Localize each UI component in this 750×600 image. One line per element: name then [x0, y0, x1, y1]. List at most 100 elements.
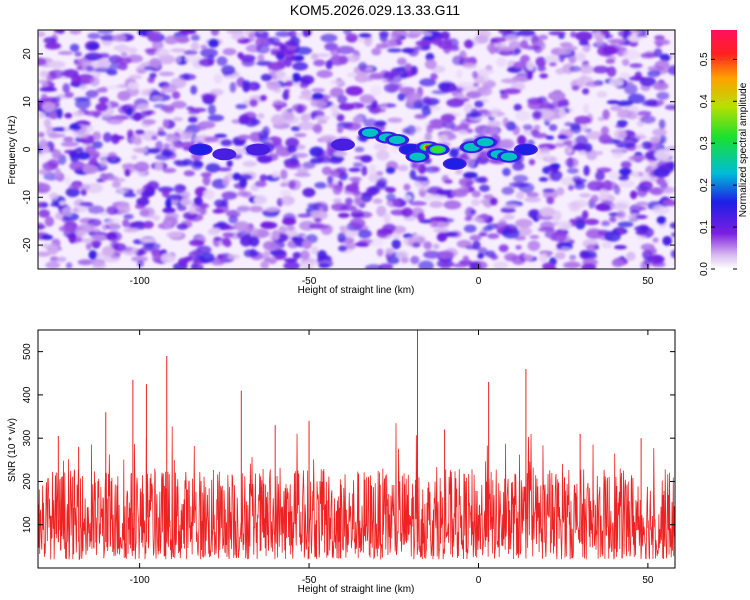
- heatmap-cell: [542, 188, 555, 193]
- heatmap-cell: [654, 149, 672, 161]
- heatmap-cell: [376, 205, 387, 217]
- heatmap-cell: [208, 38, 220, 48]
- heatmap-cell: [418, 260, 434, 269]
- heatmap-cell: [387, 117, 403, 123]
- heatmap-cell: [421, 105, 432, 116]
- heatmap-cell: [69, 161, 86, 171]
- heatmap-cell: [63, 136, 74, 142]
- heatmap-cell: [79, 183, 91, 191]
- heatmap-cell: [214, 199, 226, 208]
- heatmap-hotspot: [212, 148, 237, 161]
- heatmap-cell: [200, 172, 212, 178]
- heatmap-cell: [85, 145, 96, 155]
- heatmap-cell: [198, 58, 215, 67]
- heatmap-cell: [190, 159, 203, 171]
- heatmap-cell: [403, 183, 411, 191]
- snr-peaks: [57, 330, 642, 543]
- heatmap-cell: [299, 220, 316, 231]
- heatmap-cell: [270, 114, 286, 126]
- heatmap-cell: [291, 72, 301, 83]
- heatmap-cell: [657, 99, 665, 106]
- heatmap-cell: [399, 72, 409, 79]
- heatmap-cell: [472, 70, 479, 79]
- heatmap-cell: [85, 90, 99, 98]
- heatmap-cell: [68, 232, 77, 244]
- heatmap-cell: [634, 225, 650, 232]
- heatmap-cell: [195, 126, 207, 131]
- heatmap-cell: [74, 51, 82, 57]
- heatmap-cell: [409, 169, 417, 180]
- heatmap-cell: [414, 45, 431, 51]
- heatmap-cell: [227, 254, 241, 260]
- heatmap-cell: [62, 83, 70, 94]
- heatmap-cell: [271, 171, 280, 178]
- heatmap-cell: [654, 35, 665, 41]
- colorbar-gradient: [711, 30, 737, 269]
- heatmap-cell: [406, 125, 416, 136]
- heatmap-cell: [288, 180, 296, 190]
- heatmap-cell: [520, 39, 529, 49]
- heatmap-cell: [64, 91, 75, 98]
- heatmap-cell: [422, 193, 436, 201]
- heatmap-cell: [517, 226, 533, 236]
- heatmap-cell: [582, 45, 590, 52]
- heatmap-cell: [294, 172, 311, 177]
- heatmap-cell: [52, 96, 61, 103]
- heatmap-cell: [292, 61, 309, 71]
- heatmap-cell: [127, 47, 138, 55]
- colorbar-tick-label: 0.0: [699, 262, 710, 276]
- heatmap-cell: [173, 159, 183, 166]
- heatmap-cell: [153, 216, 161, 221]
- heatmap-cell: [212, 209, 224, 214]
- heatmap-cell: [229, 81, 237, 93]
- heatmap-cell: [310, 99, 327, 108]
- colorbar-label: Normalized spectral amplitude: [738, 82, 749, 217]
- heatmap-cell: [190, 41, 200, 51]
- heatmap-cell: [259, 174, 268, 182]
- heatmap-cell: [597, 116, 605, 122]
- heatmap-cell: [647, 65, 664, 72]
- heatmap-cell: [523, 254, 533, 261]
- heatmap-cell: [56, 108, 63, 119]
- heatmap-cell: [311, 92, 324, 100]
- heatmap-cell: [556, 187, 565, 196]
- heatmap-cell: [38, 132, 45, 138]
- heatmap-cell: [338, 103, 356, 111]
- heatmap-cell: [498, 244, 509, 253]
- heatmap-cell: [660, 186, 675, 194]
- heatmap-cell: [103, 132, 112, 143]
- heatmap-cell: [491, 112, 498, 118]
- heatmap-cell: [257, 113, 265, 119]
- heatmap-cell: [340, 205, 357, 211]
- heatmap-cell: [112, 243, 127, 252]
- heatmap-cell: [590, 194, 599, 203]
- heatmap-cell: [154, 48, 170, 58]
- heatmap-cell: [164, 212, 180, 220]
- heatmap-cell: [64, 176, 72, 185]
- heatmap-cell: [264, 257, 275, 263]
- heatmap-cell: [536, 215, 543, 220]
- heatmap-cell: [50, 133, 66, 138]
- heatmap-cell: [84, 52, 103, 61]
- y-tick-label: 200: [22, 473, 33, 490]
- heatmap-cell: [358, 239, 373, 244]
- heatmap-cell: [205, 163, 221, 173]
- heatmap-cell: [58, 225, 74, 232]
- heatmap-cell: [242, 80, 251, 86]
- heatmap-cell: [583, 165, 590, 177]
- heatmap-cell: [38, 152, 45, 157]
- heatmap-cell: [238, 114, 250, 125]
- heatmap-cell: [297, 121, 316, 131]
- heatmap-cell: [221, 237, 231, 246]
- heatmap-cell: [190, 263, 204, 269]
- heatmap-cell: [618, 168, 633, 176]
- heatmap-cell: [300, 113, 311, 122]
- heatmap-cell: [106, 117, 124, 125]
- heatmap-hotspot-level: [190, 144, 211, 155]
- heatmap-cell: [95, 102, 109, 112]
- heatmap-cell: [373, 143, 389, 151]
- heatmap-cell: [108, 175, 119, 181]
- heatmap-cell: [194, 206, 202, 213]
- heatmap-cell: [610, 105, 623, 112]
- heatmap-cell: [336, 125, 344, 134]
